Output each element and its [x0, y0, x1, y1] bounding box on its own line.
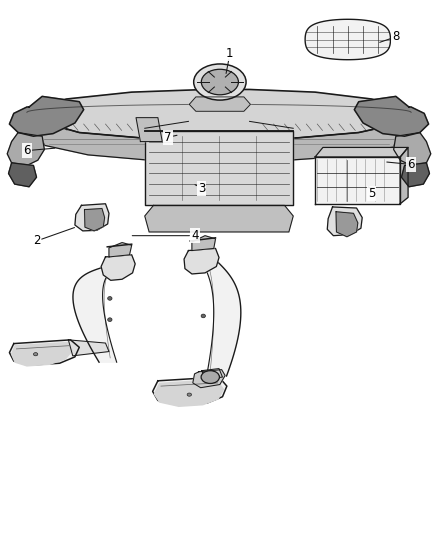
Polygon shape: [85, 208, 105, 231]
Polygon shape: [101, 255, 135, 280]
Polygon shape: [354, 96, 428, 136]
Polygon shape: [9, 163, 36, 187]
Polygon shape: [189, 97, 251, 111]
Polygon shape: [154, 379, 223, 406]
Polygon shape: [327, 207, 362, 236]
Text: 1: 1: [226, 47, 233, 60]
Polygon shape: [184, 248, 219, 274]
Polygon shape: [7, 133, 44, 165]
Polygon shape: [315, 148, 408, 157]
Ellipse shape: [108, 296, 112, 300]
Polygon shape: [10, 96, 84, 136]
Polygon shape: [35, 120, 403, 162]
Text: 8: 8: [392, 30, 399, 43]
Polygon shape: [145, 131, 293, 205]
Ellipse shape: [108, 318, 112, 321]
Polygon shape: [68, 340, 109, 356]
Polygon shape: [193, 369, 225, 387]
Polygon shape: [201, 368, 223, 379]
Text: 5: 5: [368, 187, 375, 200]
Polygon shape: [305, 19, 391, 60]
Ellipse shape: [201, 69, 238, 95]
Polygon shape: [201, 259, 241, 376]
Ellipse shape: [187, 393, 191, 396]
Text: 4: 4: [191, 229, 199, 242]
Text: 7: 7: [164, 131, 172, 144]
Text: 6: 6: [23, 144, 31, 157]
Text: 6: 6: [407, 158, 415, 171]
Polygon shape: [336, 212, 358, 237]
Polygon shape: [145, 205, 293, 232]
Polygon shape: [109, 243, 132, 257]
Polygon shape: [10, 340, 79, 365]
Polygon shape: [402, 163, 429, 187]
Polygon shape: [73, 266, 118, 362]
Polygon shape: [12, 343, 72, 366]
Ellipse shape: [201, 370, 219, 383]
Polygon shape: [136, 118, 162, 142]
Polygon shape: [31, 90, 407, 140]
Ellipse shape: [194, 64, 246, 100]
Polygon shape: [192, 236, 215, 251]
Ellipse shape: [201, 314, 205, 318]
Text: 2: 2: [33, 235, 40, 247]
Polygon shape: [315, 157, 400, 204]
Ellipse shape: [33, 353, 38, 356]
Polygon shape: [400, 148, 408, 204]
Text: 3: 3: [198, 182, 205, 195]
Polygon shape: [394, 133, 431, 165]
Polygon shape: [75, 204, 109, 231]
Polygon shape: [152, 377, 227, 405]
